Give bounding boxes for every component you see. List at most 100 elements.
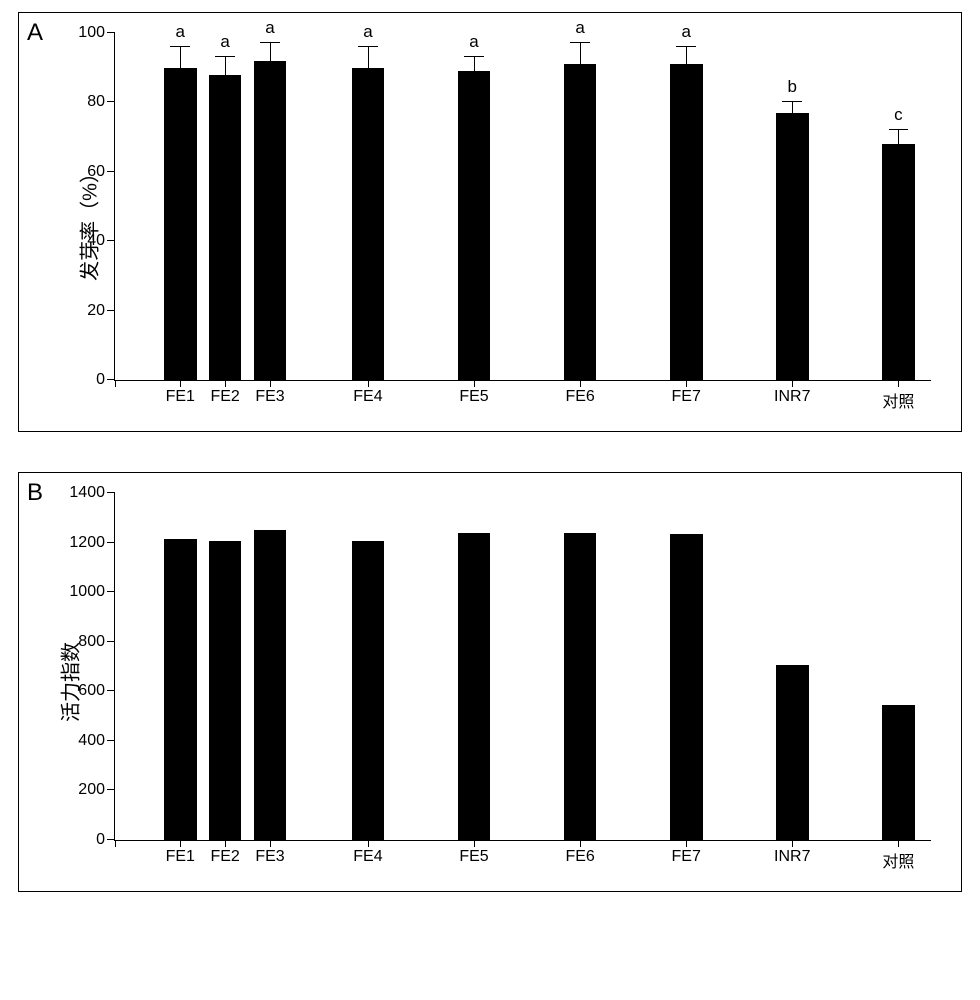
x-tick bbox=[580, 840, 581, 847]
significance-label: a bbox=[363, 22, 372, 42]
panel-b: B 活力指数 0200400600800100012001400FE1FE2FE… bbox=[18, 472, 962, 892]
x-tick bbox=[180, 840, 181, 847]
significance-label: a bbox=[469, 32, 478, 52]
error-cap bbox=[215, 56, 235, 57]
x-tick bbox=[474, 380, 475, 387]
bar bbox=[254, 530, 287, 840]
x-tick bbox=[898, 840, 899, 847]
bar bbox=[164, 539, 197, 840]
bar bbox=[776, 113, 809, 380]
error-cap bbox=[464, 56, 484, 57]
y-tick-label: 1200 bbox=[69, 534, 105, 552]
y-tick bbox=[107, 171, 115, 172]
x-tick bbox=[225, 380, 226, 387]
y-tick-label: 200 bbox=[78, 781, 105, 799]
x-tick bbox=[270, 380, 271, 387]
y-tick bbox=[107, 690, 115, 691]
error-cap bbox=[260, 42, 280, 43]
y-tick bbox=[107, 839, 115, 840]
bar bbox=[352, 541, 385, 840]
x-tick bbox=[686, 380, 687, 387]
x-tick-label: FE2 bbox=[210, 388, 239, 406]
y-tick-label: 40 bbox=[87, 232, 105, 250]
error-bar bbox=[686, 47, 687, 64]
y-tick bbox=[107, 240, 115, 241]
bar bbox=[164, 68, 197, 380]
error-cap bbox=[676, 46, 696, 47]
figure-container: A 发芽率（%） 020406080100FE1aFE2aFE3aFE4aFE5… bbox=[0, 0, 980, 1000]
error-bar bbox=[580, 43, 581, 64]
x-tick-label: INR7 bbox=[774, 848, 810, 866]
y-tick bbox=[107, 379, 115, 380]
x-tick-label: FE7 bbox=[672, 848, 701, 866]
x-tick bbox=[474, 840, 475, 847]
y-tick-label: 20 bbox=[87, 302, 105, 320]
x-tick bbox=[115, 840, 116, 847]
bar bbox=[209, 75, 242, 380]
x-tick-label: 对照 bbox=[882, 388, 914, 412]
significance-label: a bbox=[265, 18, 274, 38]
y-tick-label: 400 bbox=[78, 732, 105, 750]
x-tick-label: FE4 bbox=[353, 388, 382, 406]
y-tick bbox=[107, 740, 115, 741]
y-tick-label: 600 bbox=[78, 682, 105, 700]
error-cap bbox=[570, 42, 590, 43]
error-cap bbox=[170, 46, 190, 47]
x-tick-label: FE7 bbox=[672, 388, 701, 406]
error-bar bbox=[898, 130, 899, 144]
x-tick-label: FE2 bbox=[210, 848, 239, 866]
x-tick-label: FE3 bbox=[255, 848, 284, 866]
bar bbox=[776, 665, 809, 840]
y-tick-label: 800 bbox=[78, 633, 105, 651]
panel-a: A 发芽率（%） 020406080100FE1aFE2aFE3aFE4aFE5… bbox=[18, 12, 962, 432]
x-tick-label: INR7 bbox=[774, 388, 810, 406]
y-tick-label: 1000 bbox=[69, 583, 105, 601]
significance-label: a bbox=[575, 18, 584, 38]
y-tick-label: 1400 bbox=[69, 484, 105, 502]
x-tick-label: FE6 bbox=[565, 388, 594, 406]
error-bar bbox=[225, 57, 226, 74]
y-tick-label: 60 bbox=[87, 163, 105, 181]
bar bbox=[882, 705, 915, 840]
x-tick bbox=[792, 840, 793, 847]
bar bbox=[882, 144, 915, 380]
x-tick bbox=[225, 840, 226, 847]
x-tick-label: FE4 bbox=[353, 848, 382, 866]
y-tick bbox=[107, 492, 115, 493]
bar bbox=[564, 64, 597, 380]
x-tick bbox=[898, 380, 899, 387]
x-tick-label: FE6 bbox=[565, 848, 594, 866]
panel-b-plot-area: 0200400600800100012001400FE1FE2FE3FE4FE5… bbox=[114, 493, 931, 841]
x-tick bbox=[368, 380, 369, 387]
significance-label: b bbox=[788, 77, 797, 97]
y-tick bbox=[107, 641, 115, 642]
y-tick-label: 100 bbox=[78, 24, 105, 42]
bar bbox=[670, 64, 703, 380]
bar bbox=[458, 533, 491, 840]
error-bar bbox=[270, 43, 271, 60]
bar bbox=[564, 533, 597, 840]
x-tick bbox=[115, 380, 116, 387]
x-tick-label: FE5 bbox=[459, 388, 488, 406]
significance-label: a bbox=[681, 22, 690, 42]
panel-b-letter: B bbox=[27, 479, 43, 507]
y-tick-label: 80 bbox=[87, 93, 105, 111]
error-cap bbox=[889, 129, 909, 130]
x-tick-label: FE1 bbox=[166, 388, 195, 406]
bar bbox=[254, 61, 287, 380]
y-tick bbox=[107, 789, 115, 790]
panel-a-plot-area: 020406080100FE1aFE2aFE3aFE4aFE5aFE6aFE7a… bbox=[114, 33, 931, 381]
y-tick bbox=[107, 310, 115, 311]
significance-label: a bbox=[176, 22, 185, 42]
significance-label: a bbox=[220, 32, 229, 52]
bar bbox=[209, 541, 242, 840]
x-tick bbox=[686, 840, 687, 847]
significance-label: c bbox=[894, 105, 903, 125]
y-tick bbox=[107, 542, 115, 543]
bar bbox=[670, 534, 703, 840]
x-tick-label: FE5 bbox=[459, 848, 488, 866]
y-tick bbox=[107, 101, 115, 102]
x-tick-label: FE3 bbox=[255, 388, 284, 406]
error-cap bbox=[782, 101, 802, 102]
x-tick-label: FE1 bbox=[166, 848, 195, 866]
